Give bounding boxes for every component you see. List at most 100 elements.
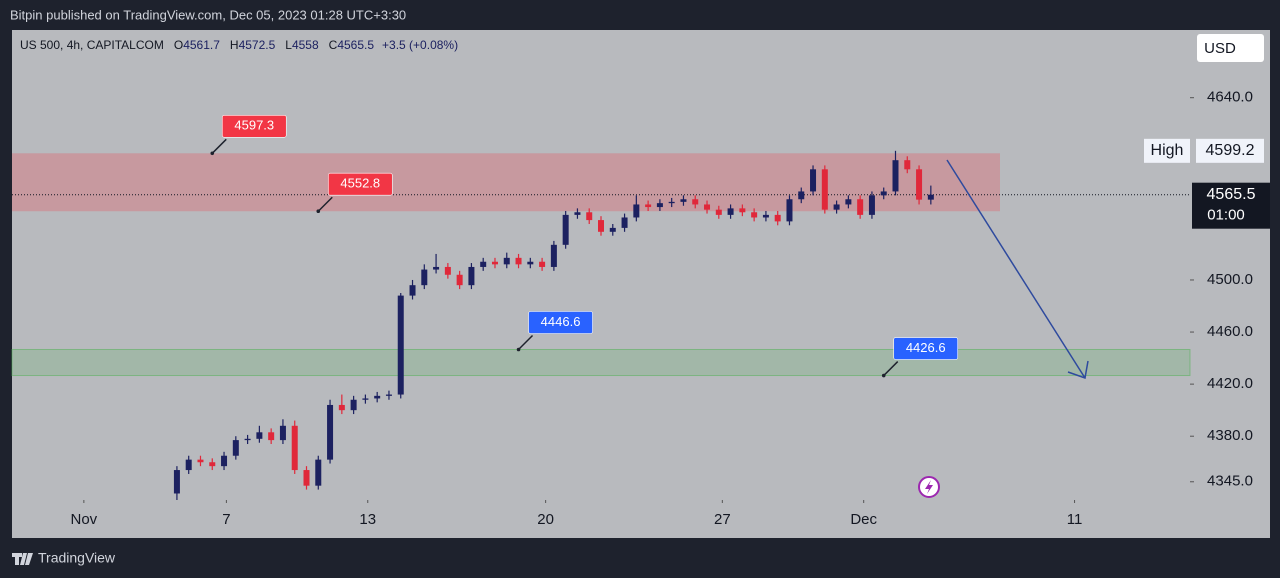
high-value: 4599.2 bbox=[1206, 142, 1255, 159]
callout-box bbox=[221, 114, 287, 138]
callout-label: 4552.8 bbox=[340, 176, 380, 191]
y-tick-label: 4345.0 bbox=[1207, 473, 1253, 490]
candle-body bbox=[539, 261, 546, 267]
candle-body bbox=[892, 160, 899, 192]
candle-body bbox=[256, 432, 263, 439]
candle-body bbox=[680, 199, 687, 202]
candle-body bbox=[421, 269, 428, 286]
candle-body bbox=[456, 274, 463, 286]
candle-body bbox=[268, 432, 275, 441]
candle-body bbox=[480, 261, 487, 267]
candle-body bbox=[397, 295, 404, 395]
x-tick-label: 7 bbox=[222, 511, 230, 528]
x-tick-label: 27 bbox=[714, 511, 731, 528]
candle-body bbox=[810, 169, 817, 192]
candle-body bbox=[209, 462, 216, 467]
candle-body bbox=[303, 470, 310, 486]
y-tick-label: 4460.0 bbox=[1207, 323, 1253, 340]
callout-anchor bbox=[210, 151, 215, 156]
candle-body bbox=[633, 204, 640, 218]
candle-body bbox=[586, 212, 593, 221]
y-tick-label: 4380.0 bbox=[1207, 427, 1253, 444]
candle-body bbox=[751, 212, 758, 218]
currency: USD bbox=[1204, 40, 1236, 57]
legend-part: O bbox=[174, 38, 183, 52]
candle-body bbox=[491, 261, 498, 265]
callout-label: 4597.3 bbox=[234, 118, 274, 133]
candle-body bbox=[444, 266, 451, 275]
candle-body bbox=[715, 209, 722, 215]
candle-body bbox=[221, 455, 228, 467]
candle-body bbox=[433, 266, 440, 270]
callout-anchor bbox=[316, 209, 321, 214]
candle-body bbox=[279, 425, 286, 441]
event-bolt bbox=[925, 480, 933, 494]
candle-body bbox=[574, 212, 581, 215]
candle-body bbox=[845, 199, 852, 205]
candle-body bbox=[774, 214, 781, 222]
candle-body bbox=[609, 227, 616, 232]
callout-label: 4426.6 bbox=[906, 340, 946, 355]
legend-part: 4561.7 bbox=[183, 38, 220, 52]
x-tick-label: Dec bbox=[850, 511, 877, 528]
callout-box bbox=[893, 337, 959, 360]
publisher: Bitpin published on TradingView.com, Dec… bbox=[10, 7, 406, 22]
countdown: 01:00 bbox=[1207, 207, 1245, 224]
candle-body bbox=[857, 199, 864, 215]
callout-pointer bbox=[883, 361, 899, 377]
candle-body bbox=[798, 191, 805, 200]
legend-part: H bbox=[230, 38, 239, 52]
legend-part: +3.5 (+0.08%) bbox=[382, 38, 458, 52]
high-label-box bbox=[1144, 138, 1190, 163]
candle-body bbox=[550, 244, 557, 267]
candle-body bbox=[350, 399, 357, 411]
candle-body bbox=[739, 208, 746, 213]
last-price: 4565.5 bbox=[1207, 186, 1256, 203]
legend-part: C bbox=[329, 38, 338, 52]
candle-body bbox=[562, 214, 569, 245]
candle-body bbox=[515, 257, 522, 265]
legend-part: 4572.5 bbox=[239, 38, 276, 52]
candle-body bbox=[704, 204, 711, 210]
x-tick-label: 13 bbox=[359, 511, 376, 528]
legend-part: L bbox=[285, 38, 292, 52]
callout-pointer bbox=[518, 334, 534, 351]
candle-body bbox=[821, 169, 828, 210]
candle-body bbox=[916, 169, 923, 200]
x-tick-label: Nov bbox=[71, 511, 98, 528]
callout-anchor bbox=[516, 347, 521, 352]
projection-arrow bbox=[946, 159, 1086, 379]
candle-body bbox=[409, 285, 416, 296]
candle-body bbox=[880, 191, 887, 196]
candle-body bbox=[598, 220, 604, 232]
logo bbox=[12, 553, 33, 565]
candle-body bbox=[374, 395, 381, 399]
x-tick-label: 20 bbox=[537, 511, 554, 528]
arrow-head bbox=[1067, 360, 1089, 380]
candle-body bbox=[868, 195, 875, 215]
candle-body bbox=[904, 160, 911, 170]
y-tick-label: 4420.0 bbox=[1207, 375, 1253, 392]
candle-body bbox=[786, 199, 793, 222]
candle-body bbox=[185, 459, 192, 471]
candle-body bbox=[645, 204, 652, 208]
currency-button[interactable] bbox=[1197, 34, 1264, 62]
candle-body bbox=[656, 203, 663, 208]
zone bbox=[11, 348, 1191, 377]
candle-body bbox=[692, 199, 699, 205]
candle-body bbox=[385, 394, 392, 396]
candle-body bbox=[468, 266, 475, 286]
last-price-box bbox=[1192, 182, 1270, 229]
candle-body bbox=[197, 459, 204, 463]
candle-body bbox=[727, 208, 734, 215]
candle-body bbox=[762, 214, 769, 218]
ohlc-legend: US 500, 4h, CAPITALCOM O4561.7 H4572.5 L455… bbox=[20, 38, 458, 52]
candle-body bbox=[621, 217, 628, 228]
brand: TradingView bbox=[38, 550, 116, 566]
y-tick-label: 4500.0 bbox=[1207, 271, 1253, 288]
candle-body bbox=[327, 404, 334, 460]
candle-body bbox=[833, 204, 840, 210]
candle-body bbox=[291, 425, 298, 471]
